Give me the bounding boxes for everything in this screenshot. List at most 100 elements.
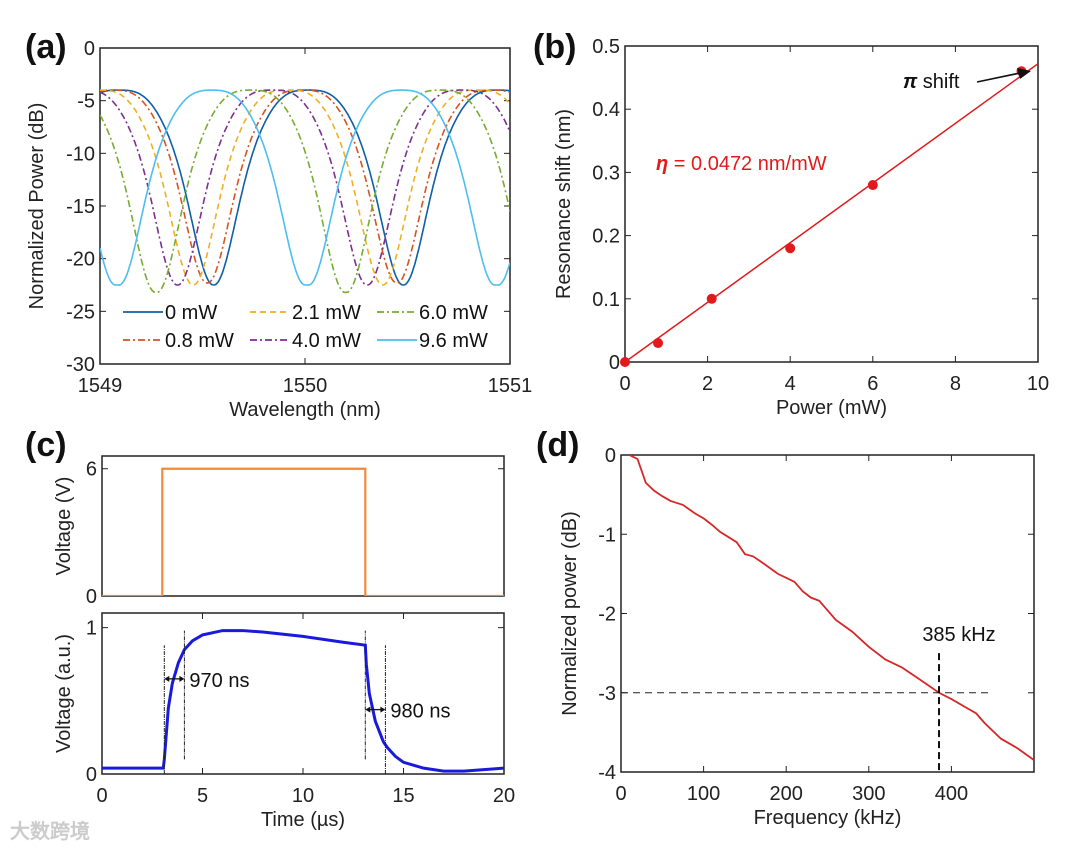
legend-label: 0 mW xyxy=(165,302,217,324)
x-tick-label: 0 xyxy=(619,373,630,395)
y-tick-label: 6 xyxy=(86,459,97,481)
data-point xyxy=(785,243,796,254)
data-point xyxy=(867,180,878,191)
panel-label-b: (b) xyxy=(533,28,576,66)
panel-label-d: (d) xyxy=(536,426,579,464)
legend-label: 9.6 mW xyxy=(419,330,488,352)
x-tick-label: 10 xyxy=(1027,373,1049,395)
series-line-2-1-mW xyxy=(100,89,510,286)
panel-label-a: (a) xyxy=(25,28,67,66)
y-tick-label: -30 xyxy=(66,354,95,376)
y-tick-label: -4 xyxy=(598,762,616,784)
y-tick-label: 0 xyxy=(86,586,97,608)
plot-area xyxy=(628,455,1034,761)
pi-text: shift xyxy=(917,71,960,93)
plot-area xyxy=(625,63,1038,362)
y-tick-label: -2 xyxy=(598,604,616,626)
frequency-response-line xyxy=(628,455,1034,761)
y-tick-label: 0.1 xyxy=(592,289,620,311)
y-tick-label: -3 xyxy=(598,683,616,705)
y-tick-label: 0.2 xyxy=(592,226,620,248)
y-tick-label: 0.4 xyxy=(592,99,620,121)
voltage-drive-line xyxy=(102,467,504,596)
x-tick-label: 0 xyxy=(96,785,107,807)
x-tick-label: 400 xyxy=(935,783,968,805)
y-tick-label: -15 xyxy=(66,196,95,218)
x-axis-label: Time (µs) xyxy=(261,809,345,831)
x-tick-label: 100 xyxy=(687,783,720,805)
legend-label: 2.1 mW xyxy=(292,302,361,324)
arrow-heads xyxy=(365,706,386,713)
x-tick-label: 300 xyxy=(852,783,885,805)
series-line-0-mW xyxy=(100,89,510,286)
legend-label: 0.8 mW xyxy=(165,330,234,352)
y-axis-label: Normalized power (dB) xyxy=(559,511,581,716)
y-axis-label: Voltage (V) xyxy=(53,477,75,576)
y-tick-label: 0.5 xyxy=(592,36,620,58)
pi-shift-annotation: π shift xyxy=(903,71,960,93)
y-tick-label: 0 xyxy=(609,352,620,374)
time-annotation: 970 ns xyxy=(189,670,249,692)
plot-frame xyxy=(624,45,1039,363)
x-tick-label: 2 xyxy=(702,373,713,395)
x-tick-label: 4 xyxy=(785,373,796,395)
pi-symbol: π xyxy=(903,71,918,93)
x-tick-label: 200 xyxy=(770,783,803,805)
fit-annotation: η = 0.0472 nm/mW xyxy=(656,153,827,175)
x-tick-label: 5 xyxy=(197,785,208,807)
y-tick-label: 0 xyxy=(84,38,95,60)
x-axis-label: Power (mW) xyxy=(776,397,887,419)
watermark: 大数跨境 xyxy=(10,819,90,843)
plot-0: 1549 1550 1551 0 -5 -10 -15 -20 -25 -30 Wavelength… xyxy=(26,38,532,421)
cutoff-label: 385 kHz xyxy=(922,624,995,646)
x-axis-label: Wavelength (nm) xyxy=(229,399,381,421)
plot-2: 0 6 Voltage (V) xyxy=(53,455,505,608)
arrow-heads xyxy=(164,675,185,682)
y-axis-label: Resonance shift (nm) xyxy=(553,109,575,299)
y-tick-label: 0 xyxy=(86,764,97,786)
plot-frame xyxy=(101,455,505,597)
time-annotation: 980 ns xyxy=(390,701,450,723)
x-tick-label: 15 xyxy=(392,785,414,807)
x-tick-label: 0 xyxy=(615,783,626,805)
plot-4: 0 100 200 300 400 0 -1 -2 -3 -4 Frequency (kHz) Nor… xyxy=(559,445,1035,829)
y-tick-label: -20 xyxy=(66,249,95,271)
plot-1: 0 2 4 6 8 10 0 0.1 0.2 0.3 0.4 0.5 Power (mW) Resonan… xyxy=(553,36,1049,419)
fit-line xyxy=(625,63,1038,362)
plot-frame xyxy=(620,454,1035,773)
eta-symbol: η xyxy=(656,153,668,175)
y-tick-label: 0 xyxy=(605,445,616,467)
series-line-6-0-mW xyxy=(100,89,510,294)
y-tick-label: -1 xyxy=(598,524,616,546)
data-point xyxy=(653,338,664,349)
legend-label: 6.0 mW xyxy=(419,302,488,324)
plot-3: 0 5 10 15 20 0 1 Time (µs) Voltage (a.u.) 970 ns 9… xyxy=(53,612,515,831)
y-axis-label: Normalized Power (dB) xyxy=(26,103,48,310)
plot-area xyxy=(102,467,504,596)
fit-text: = 0.0472 nm/mW xyxy=(668,153,827,175)
panel-label-c: (c) xyxy=(25,426,67,464)
series-line-9-6-mW xyxy=(100,89,510,286)
x-tick-label: 8 xyxy=(950,373,961,395)
y-tick-label: -25 xyxy=(66,301,95,323)
plot-area xyxy=(100,89,510,294)
data-point xyxy=(706,293,717,304)
arrow-head xyxy=(1017,68,1031,79)
y-tick-label: 0.3 xyxy=(592,162,620,184)
y-tick-label: -10 xyxy=(66,143,95,165)
plot-area xyxy=(102,629,504,773)
y-tick-label: -5 xyxy=(77,91,95,113)
x-tick-label: 10 xyxy=(292,785,314,807)
x-tick-label: 1549 xyxy=(78,375,123,397)
x-tick-label: 1551 xyxy=(488,375,533,397)
y-tick-label: 1 xyxy=(86,618,97,640)
x-tick-label: 6 xyxy=(867,373,878,395)
data-point xyxy=(620,357,630,367)
x-axis-label: Frequency (kHz) xyxy=(754,807,902,829)
optical-response-line xyxy=(102,629,504,773)
legend-label: 4.0 mW xyxy=(292,330,361,352)
x-tick-label: 20 xyxy=(493,785,515,807)
arrow-shaft xyxy=(976,72,1021,83)
y-axis-label: Voltage (a.u.) xyxy=(53,634,75,753)
